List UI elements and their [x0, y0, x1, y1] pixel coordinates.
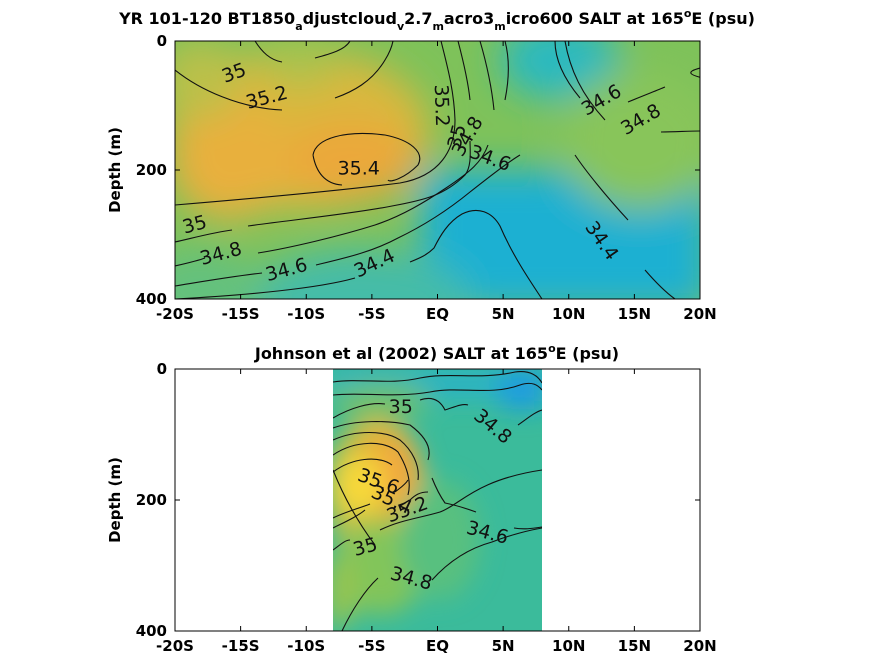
top-x-tick-label: 5N: [492, 305, 515, 323]
bottom-x-tick-label: 10N: [552, 637, 585, 655]
bottom-y-axis-label: Depth (m): [106, 457, 124, 543]
top-contour-label: 35.2: [430, 84, 453, 127]
bottom-salinity-field: [333, 369, 542, 631]
top-x-tick-label: -20S: [156, 305, 194, 323]
bottom-x-tick-label: -20S: [156, 637, 194, 655]
bottom-axis-ticks: -20S -15S -10S -5S EQ 5N 10N 15N 20N 0 200 400: [136, 360, 717, 655]
top-y-tick-label: 200: [136, 161, 167, 179]
bottom-x-tick-label: -15S: [222, 637, 260, 655]
top-x-tick-label: 15N: [618, 305, 651, 323]
bottom-x-tick-label: 20N: [683, 637, 716, 655]
bottom-x-tick-label: 5N: [492, 637, 515, 655]
top-y-axis-label: Depth (m): [106, 127, 124, 213]
top-salinity-field: [175, 41, 700, 299]
bottom-contour-lines: [333, 371, 542, 631]
top-axis-ticks: -20S -15S -10S -5S EQ 5N 10N 15N 20N 0 200 400: [136, 32, 717, 323]
top-x-tick-label: -5S: [358, 305, 385, 323]
top-contour-lines: [175, 41, 700, 299]
top-panel: YR 101-120 BT1850adjustcloudv2.7macro3mi…: [106, 7, 755, 323]
top-chart-title: YR 101-120 BT1850adjustcloudv2.7macro3mi…: [118, 7, 755, 33]
bottom-y-tick-label: 200: [136, 491, 167, 509]
top-y-tick-label: 0: [157, 32, 167, 50]
bottom-x-tick-label: -10S: [287, 637, 325, 655]
top-x-tick-label: 20N: [683, 305, 716, 323]
bottom-y-tick-label: 400: [136, 622, 167, 640]
bottom-x-tick-label: -5S: [358, 637, 385, 655]
top-y-tick-label: 400: [136, 290, 167, 308]
bottom-chart-title: Johnson et al (2002) SALT at 165oE (psu): [254, 342, 619, 363]
bottom-contour-label: 35: [389, 396, 413, 418]
top-x-tick-label: 10N: [552, 305, 585, 323]
top-x-tick-label: -10S: [287, 305, 325, 323]
top-x-tick-label: -15S: [222, 305, 260, 323]
bottom-x-tick-label: EQ: [426, 637, 449, 655]
bottom-x-tick-label: 15N: [618, 637, 651, 655]
bottom-panel: Johnson et al (2002) SALT at 165oE (psu): [106, 342, 717, 655]
bottom-y-tick-label: 0: [157, 360, 167, 378]
top-contour-label: 35.4: [338, 158, 380, 180]
top-x-tick-label: EQ: [426, 305, 449, 323]
